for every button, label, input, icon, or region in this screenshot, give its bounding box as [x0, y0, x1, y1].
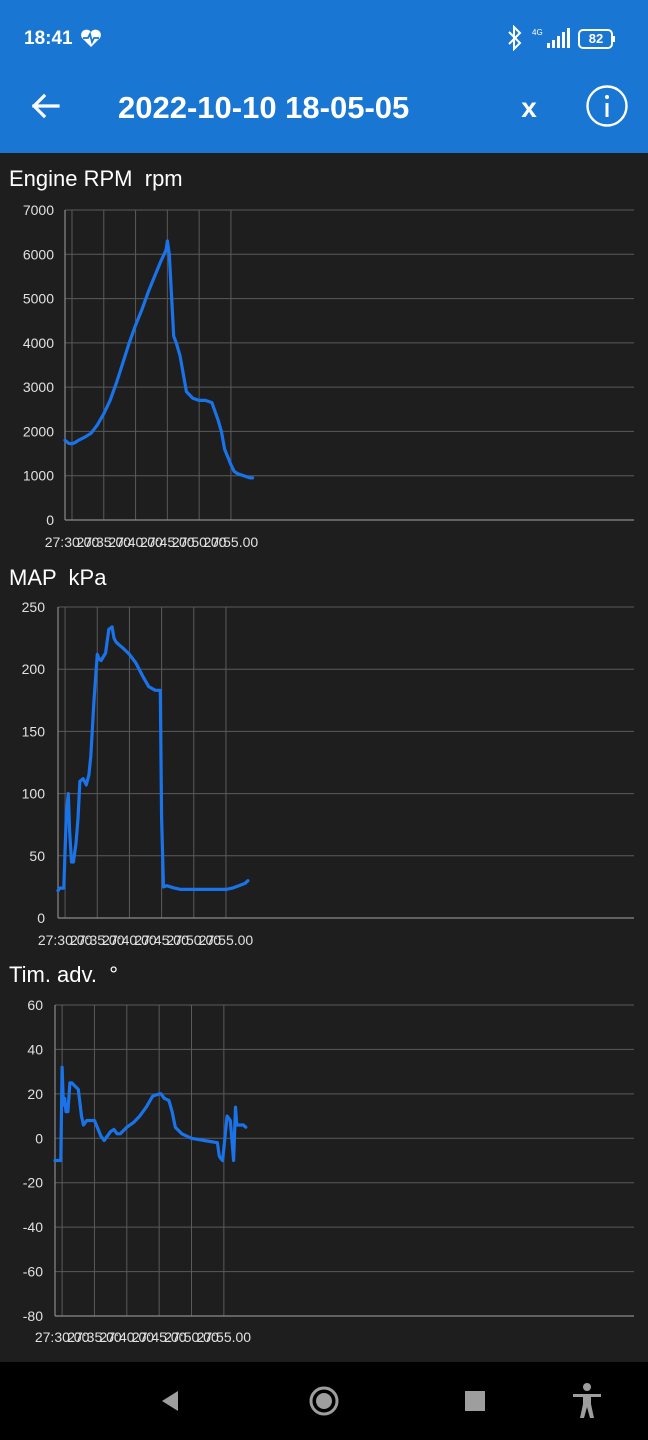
y-tick-label: 250: [22, 599, 46, 615]
y-tick-label: 4000: [23, 335, 54, 351]
y-tick-label: -20: [23, 1175, 43, 1191]
accessibility-icon[interactable]: [570, 1382, 604, 1420]
y-tick-label: -60: [23, 1264, 43, 1280]
network-label: 4G: [532, 28, 543, 37]
chart-title-rpm: Engine RPM rpm: [9, 166, 183, 191]
recents-square-icon[interactable]: [464, 1390, 486, 1412]
x-tick-label: 27:45.00: [132, 1329, 187, 1345]
info-icon[interactable]: [585, 84, 629, 128]
y-tick-label: 2000: [23, 423, 54, 439]
y-tick-label: 150: [22, 723, 46, 739]
battery-level: 82: [588, 31, 604, 46]
y-tick-label: 7000: [23, 202, 54, 218]
back-triangle-icon[interactable]: [158, 1389, 182, 1413]
back-arrow-icon[interactable]: [28, 88, 64, 124]
status-time: 18:41: [24, 28, 73, 49]
x-tick-label: 27:35.00: [70, 932, 125, 948]
y-tick-label: 5000: [23, 291, 54, 307]
x-tick-label: 27:30.00: [35, 1329, 90, 1345]
page-title: 2022-10-10 18-05-05: [118, 90, 410, 125]
heart-monitor-icon: [81, 29, 101, 47]
x-tick-label: 27:55.00: [197, 1329, 252, 1345]
y-tick-label: -80: [23, 1308, 43, 1324]
x-tick-label: 27:50.00: [167, 932, 222, 948]
signal-icon: 4G: [532, 28, 570, 48]
chart-panel-map: MAP kPa 0 50 100 150 200 250 27:30.00 27:35.00 2…: [0, 558, 648, 958]
y-tick-label: 40: [27, 1041, 43, 1057]
chart-map[interactable]: 05010015020025027:30.0027:35.0027:40.002…: [0, 558, 648, 958]
y-tick-label: 100: [22, 786, 46, 802]
system-nav-bar: [0, 1362, 648, 1440]
x-tick-label: 27:35.00: [67, 1329, 122, 1345]
x-tick-label: 27:30.00: [45, 534, 100, 550]
y-tick-label: 1000: [23, 468, 54, 484]
y-tick-label: 0: [37, 910, 45, 926]
chart-timing[interactable]: -80 -60 -40 -20 0 20 40 60 27:30.0027:35.0027:40…: [0, 958, 648, 1362]
x-tick-label: 27:55.00: [204, 534, 259, 550]
x-tick-label: 27:45.00: [134, 932, 189, 948]
y-tick-label: 20: [27, 1086, 43, 1102]
x-tick-label: 27:50.00: [164, 1329, 219, 1345]
battery-icon: [578, 29, 615, 49]
series-line: [56, 625, 250, 893]
x-tick-label: 27:40.00: [102, 932, 157, 948]
x-tick-label: 27:40.00: [108, 534, 163, 550]
y-tick-label: 200: [22, 661, 46, 677]
y-tick-label: -40: [23, 1219, 43, 1235]
y-tick-label: 0: [46, 512, 54, 528]
y-tick-label: 50: [29, 848, 45, 864]
y-tick-label: 6000: [23, 246, 54, 262]
series-line: [63, 239, 255, 480]
chart-rpm[interactable]: 0100020003000400050006000700027:30.0027:…: [0, 153, 648, 558]
x-tick-label: 27:30.00: [38, 932, 93, 948]
chart-panel-rpm: Engine RPM rpm 0 1000 2000 3000 4000 5000 6000…: [0, 153, 648, 558]
x-tick-label: 27:55.00: [199, 932, 254, 948]
bluetooth-icon: [508, 25, 522, 51]
chart-panel-timing: Tim. adv. ° -80 -60 -40 -20 0 20 40 60 27:30.00 2…: [0, 958, 648, 1362]
chart-title-map: MAP kPa: [9, 565, 107, 590]
y-tick-label: 0: [35, 1130, 43, 1146]
x-tick-label: 27:35.00: [77, 534, 132, 550]
x-tick-label: 27:50.00: [172, 534, 227, 550]
x-tick-label: 27:45.00: [140, 534, 195, 550]
y-tick-label: 60: [27, 997, 43, 1013]
y-tick-label: 3000: [23, 379, 54, 395]
close-button[interactable]: x: [521, 92, 537, 123]
series-line: [53, 1065, 248, 1163]
home-circle-icon[interactable]: [308, 1385, 340, 1417]
chart-title-timing: Tim. adv. °: [9, 962, 119, 987]
app-bar: 18:41 4G 82 2022-10-10 18-05-05 x: [0, 0, 648, 153]
x-tick-label: 27:40.00: [100, 1329, 155, 1345]
